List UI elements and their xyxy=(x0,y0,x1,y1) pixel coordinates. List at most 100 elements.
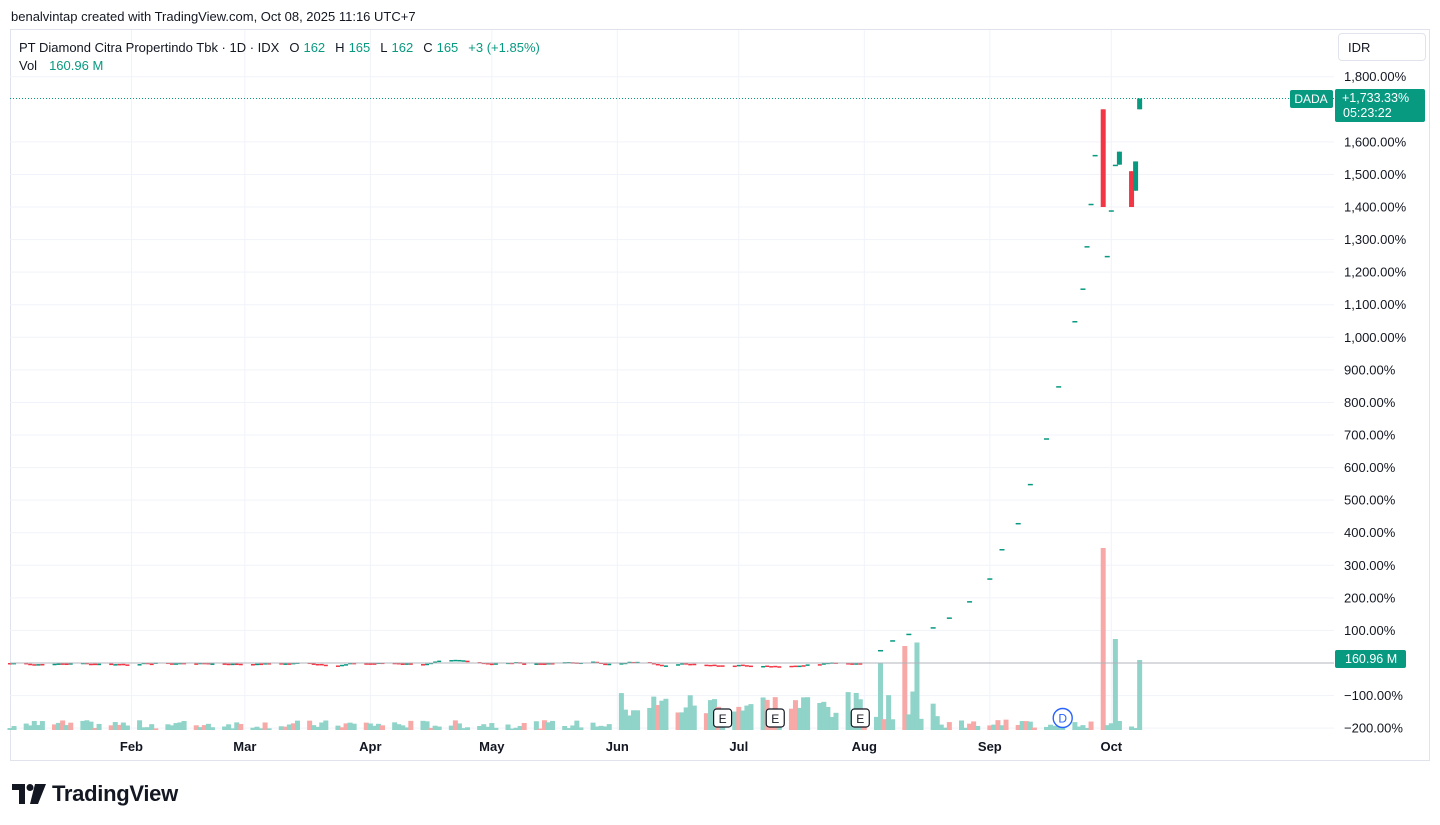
candle[interactable] xyxy=(651,662,656,665)
candle[interactable] xyxy=(323,664,328,667)
earnings-marker[interactable] xyxy=(850,708,870,728)
candle[interactable] xyxy=(178,662,183,665)
candle[interactable] xyxy=(420,664,425,666)
candle[interactable] xyxy=(680,663,685,665)
candle[interactable] xyxy=(8,663,12,665)
candle[interactable] xyxy=(906,633,912,636)
candle[interactable] xyxy=(291,662,296,665)
candle[interactable] xyxy=(550,663,555,665)
candle[interactable] xyxy=(716,665,721,667)
candle[interactable] xyxy=(684,663,689,665)
candle[interactable] xyxy=(198,662,203,665)
candle[interactable] xyxy=(946,617,952,619)
candle[interactable] xyxy=(603,663,608,666)
candle[interactable] xyxy=(712,664,717,667)
candle[interactable] xyxy=(68,663,73,665)
candle[interactable] xyxy=(485,662,490,665)
candle[interactable] xyxy=(732,665,737,668)
candle[interactable] xyxy=(40,663,45,666)
candle[interactable] xyxy=(267,663,272,665)
candle[interactable] xyxy=(1084,246,1090,248)
currency-selector[interactable]: IDR xyxy=(1338,33,1426,61)
symbol-title[interactable]: PT Diamond Citra Propertindo Tbk · 1D · … xyxy=(19,40,280,55)
candle[interactable] xyxy=(206,662,211,665)
candle-body[interactable] xyxy=(1129,171,1135,208)
earnings-marker[interactable] xyxy=(713,708,733,728)
candle[interactable] xyxy=(335,665,340,667)
candle[interactable] xyxy=(97,663,102,666)
candle[interactable] xyxy=(28,663,33,666)
candle[interactable] xyxy=(805,664,810,666)
candle[interactable] xyxy=(311,663,316,665)
candle[interactable] xyxy=(534,663,539,665)
candle[interactable] xyxy=(60,663,65,665)
candle[interactable] xyxy=(704,664,709,667)
candle[interactable] xyxy=(182,662,187,665)
candle[interactable] xyxy=(149,663,154,666)
candle[interactable] xyxy=(109,663,114,666)
candle[interactable] xyxy=(663,665,668,667)
candle[interactable] xyxy=(113,664,118,666)
candle[interactable] xyxy=(1015,522,1021,525)
candle[interactable] xyxy=(878,649,884,652)
candle[interactable] xyxy=(773,665,778,668)
candle[interactable] xyxy=(801,665,806,667)
candle[interactable] xyxy=(64,663,69,665)
candle[interactable] xyxy=(287,663,292,665)
candle[interactable] xyxy=(1092,154,1098,157)
candle[interactable] xyxy=(676,664,681,666)
candle[interactable] xyxy=(263,663,268,665)
candle[interactable] xyxy=(546,663,551,665)
candle-body[interactable] xyxy=(1133,161,1139,191)
candle[interactable] xyxy=(1027,483,1033,486)
candle[interactable] xyxy=(259,663,264,666)
candle[interactable] xyxy=(655,663,660,666)
price-axis[interactable]: 1,800.00% 1,600.00% 1,500.00% 1,400.00% 1,30… xyxy=(1344,69,1407,735)
candle[interactable] xyxy=(777,666,782,668)
candle[interactable] xyxy=(1088,203,1094,206)
candle[interactable] xyxy=(1044,438,1050,440)
candle[interactable] xyxy=(344,664,349,666)
candle[interactable] xyxy=(372,663,377,665)
candle[interactable] xyxy=(858,663,863,665)
candle[interactable] xyxy=(465,660,470,663)
candle[interactable] xyxy=(319,663,324,666)
candle[interactable] xyxy=(368,663,373,665)
candle[interactable] xyxy=(708,664,713,667)
candle[interactable] xyxy=(591,661,596,664)
candle[interactable] xyxy=(765,665,770,668)
candle[interactable] xyxy=(279,663,284,665)
candle[interactable] xyxy=(254,663,259,666)
candle[interactable] xyxy=(425,663,430,666)
candle[interactable] xyxy=(364,663,369,665)
candle-body[interactable] xyxy=(1104,255,1110,258)
candle-body[interactable] xyxy=(1137,98,1143,110)
candle[interactable] xyxy=(461,660,466,662)
candle[interactable] xyxy=(769,666,774,668)
candle[interactable] xyxy=(84,662,89,665)
candle[interactable] xyxy=(400,663,405,665)
candle[interactable] xyxy=(619,663,624,665)
candle[interactable] xyxy=(744,665,749,667)
candle[interactable] xyxy=(987,578,993,580)
candle[interactable] xyxy=(437,660,442,663)
candle[interactable] xyxy=(24,662,29,665)
candle[interactable] xyxy=(489,663,494,666)
candle[interactable] xyxy=(761,665,766,668)
candle[interactable] xyxy=(32,664,37,666)
candle[interactable] xyxy=(348,662,353,665)
candle[interactable] xyxy=(93,663,98,666)
candle[interactable] xyxy=(817,664,822,666)
candle[interactable] xyxy=(930,627,936,629)
candle[interactable] xyxy=(210,663,215,665)
candle-body[interactable] xyxy=(1112,164,1118,167)
candle[interactable] xyxy=(125,664,130,666)
candle[interactable] xyxy=(174,663,179,665)
candle[interactable] xyxy=(202,662,207,665)
candle[interactable] xyxy=(999,549,1005,551)
candle[interactable] xyxy=(793,665,798,668)
candle[interactable] xyxy=(433,661,438,664)
candle[interactable] xyxy=(720,665,725,667)
candle[interactable] xyxy=(12,662,17,665)
candle[interactable] xyxy=(250,664,255,666)
